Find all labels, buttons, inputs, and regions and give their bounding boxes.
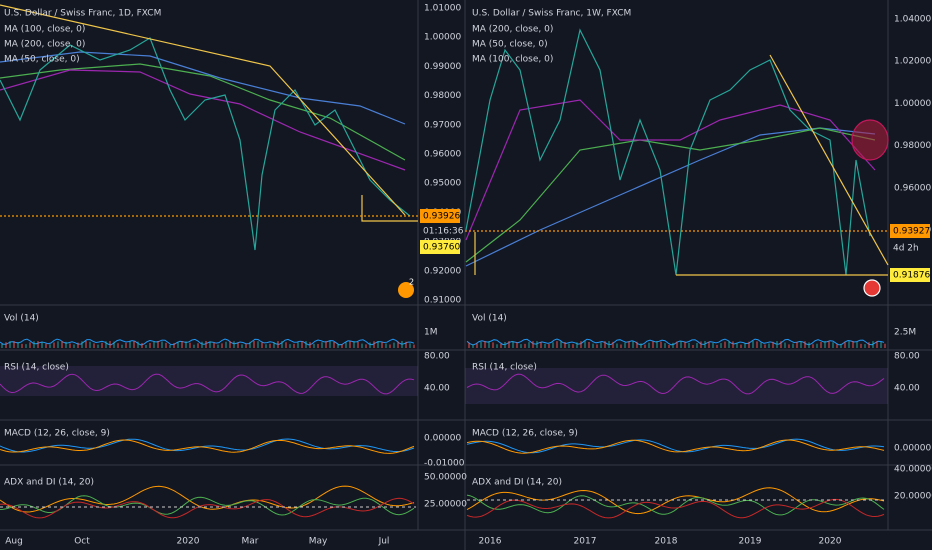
price-label: 01:16:36 bbox=[423, 227, 464, 237]
price-tick-label: 0.92000 bbox=[424, 266, 461, 276]
time-tick-label: 2017 bbox=[574, 537, 597, 547]
time-tick-label: May bbox=[309, 537, 328, 547]
right-main-drawing bbox=[465, 28, 889, 297]
indicator-line bbox=[0, 495, 415, 516]
indicator-line bbox=[0, 438, 415, 453]
indicator-line bbox=[0, 373, 415, 395]
indicator-legend: MA (100, close, 0) bbox=[472, 55, 553, 65]
indicator-lines bbox=[0, 338, 886, 519]
indicator-legend: MA (50, close, 0) bbox=[4, 55, 80, 65]
time-tick-label: 2018 bbox=[655, 537, 678, 547]
pane-title: MACD (12, 26, close, 9) bbox=[472, 429, 578, 439]
time-tick-label: Jul bbox=[378, 537, 390, 547]
pane-title: Vol (14) bbox=[4, 314, 39, 324]
left-main-drawing bbox=[0, 4, 418, 298]
price-tick-label: 1.00000 bbox=[424, 33, 461, 43]
indicator-line bbox=[466, 494, 885, 516]
price-label-bg bbox=[890, 241, 930, 255]
rsi-band bbox=[465, 368, 888, 404]
pane-tick-label: 80.00 bbox=[424, 352, 450, 362]
price-tick-label: 0.99000 bbox=[424, 62, 461, 72]
time-tick-label: Mar bbox=[242, 537, 259, 547]
pane-tick-label: 40.00000 bbox=[894, 465, 932, 475]
price-label: 0.91876 bbox=[893, 271, 930, 281]
price-label: 0.93927 bbox=[893, 227, 930, 237]
price-tick-label: 1.02000 bbox=[894, 57, 931, 67]
indicator-legend: MA (200, close, 0) bbox=[472, 25, 553, 35]
pane-tick-label: 50.00000 bbox=[424, 473, 467, 483]
pane-tick-label: 2.5M bbox=[894, 328, 916, 338]
price-tick-label: 0.98000 bbox=[894, 141, 931, 151]
rsi-band bbox=[0, 366, 418, 396]
indicator-legend: MA (50, close, 0) bbox=[472, 40, 548, 50]
price-label-bg bbox=[890, 224, 930, 238]
time-tick-label: 2016 bbox=[479, 537, 502, 547]
pane-tick-label: 0.00000 bbox=[894, 444, 931, 454]
pane-tick-label: 1M bbox=[424, 328, 438, 338]
time-tick-label: 2019 bbox=[739, 537, 762, 547]
pane-tick-label: 40.00 bbox=[424, 384, 450, 394]
price-label-bg bbox=[890, 268, 930, 282]
time-tick-label: Oct bbox=[74, 537, 90, 547]
pane-title: ADX and DI (14, 20) bbox=[4, 478, 94, 488]
indicator-line bbox=[466, 498, 885, 519]
price-tick-label: 0.96000 bbox=[894, 183, 931, 193]
indicator-line bbox=[466, 438, 885, 454]
indicator-line bbox=[466, 487, 885, 515]
price-tick-label: 0.98000 bbox=[424, 91, 461, 101]
pane-title: RSI (14, close) bbox=[472, 363, 537, 373]
pane-tick-label: 25.00000 bbox=[424, 500, 467, 510]
pane-title: ADX and DI (14, 20) bbox=[472, 478, 562, 488]
price-label-bg bbox=[420, 224, 460, 238]
price-label-bg bbox=[420, 209, 460, 223]
time-tick-label: 2020 bbox=[819, 537, 842, 547]
price-tick-label: 0.97000 bbox=[424, 120, 461, 130]
price-label: 0.93926 bbox=[423, 212, 460, 222]
price-tick-label: 0.96000 bbox=[424, 150, 461, 160]
chart-title: U.S. Dollar / Swiss Franc, 1D, FXCM bbox=[4, 9, 161, 19]
pane-title: Vol (14) bbox=[472, 314, 507, 324]
pane-tick-label: -0.01000 bbox=[424, 459, 465, 469]
pane-tick-label: 80.00 bbox=[894, 352, 920, 362]
price-tick-label: 1.04000 bbox=[894, 15, 931, 25]
indicator-line bbox=[0, 439, 415, 454]
indicator-line bbox=[466, 373, 885, 395]
indicator-line bbox=[466, 439, 885, 454]
indicator-legend: MA (200, close, 0) bbox=[4, 40, 85, 50]
pane-title: RSI (14, close) bbox=[4, 363, 69, 373]
price-label-bg bbox=[420, 240, 460, 254]
pane-title: MACD (12, 26, close, 9) bbox=[4, 429, 110, 439]
price-label: 4d 2h bbox=[893, 244, 919, 254]
price-tick-label: 0.91000 bbox=[424, 296, 461, 306]
badge: 2 bbox=[409, 278, 414, 287]
pane-tick-label: 40.00 bbox=[894, 384, 920, 394]
indicator-legend: MA (100, close, 0) bbox=[4, 25, 85, 35]
time-tick-label: Aug bbox=[5, 537, 23, 547]
pane-tick-label: 0.00000 bbox=[424, 434, 461, 444]
indicator-line bbox=[0, 485, 415, 513]
indicator-line bbox=[0, 338, 415, 346]
price-tick-label: 1.01000 bbox=[424, 4, 461, 14]
price-tick-label: 1.00000 bbox=[894, 99, 931, 109]
pane-tick-label: 20.00000 bbox=[894, 492, 932, 502]
price-label: 0.93760 bbox=[423, 243, 460, 253]
chart-title: U.S. Dollar / Swiss Franc, 1W, FXCM bbox=[472, 9, 631, 19]
price-tick-label: 0.95000 bbox=[424, 179, 461, 189]
time-tick-label: 2020 bbox=[177, 537, 200, 547]
